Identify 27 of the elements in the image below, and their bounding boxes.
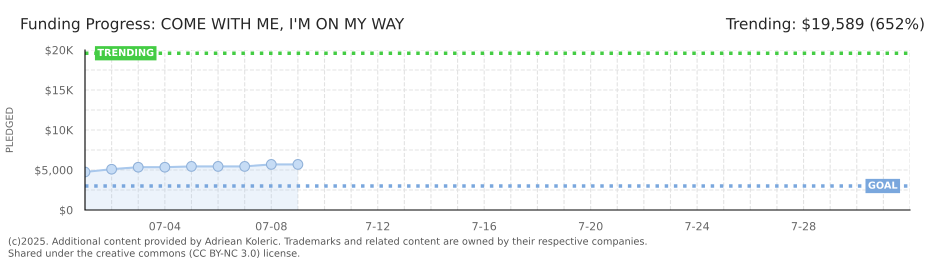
chart-subtitle: Trending: $19,589 (652%) — [726, 18, 924, 32]
ref-line-label: TRENDING — [97, 48, 154, 56]
point — [292, 159, 304, 170]
point — [212, 161, 224, 172]
x-tick-label: 7-12 — [366, 222, 390, 230]
x-tick-label: 07-08 — [256, 222, 287, 230]
y-tick-label: $0 — [60, 206, 72, 216]
y-tick-label: $20K — [46, 46, 74, 56]
point — [132, 162, 144, 173]
x-tick-label: 7-24 — [685, 222, 710, 230]
point — [106, 164, 117, 175]
point — [159, 162, 170, 173]
point — [186, 161, 197, 172]
x-tick-label: 07-04 — [149, 222, 180, 230]
point — [266, 159, 277, 170]
chart-title: Funding Progress: COME WITH ME, I'M ON MY WAY — [22, 18, 404, 32]
text: (c)2025. Additional content provided by Adriean Koleric. Trademarks and related content are owned by their respective companies. — [8, 237, 647, 247]
y-tick-label: $15K — [46, 86, 74, 96]
ref-line-label: GOAL — [868, 181, 898, 189]
text: Shared under the creative commons (CC BY-NC 3.0) license. — [8, 249, 300, 258]
x-tick-label: 7-28 — [792, 222, 816, 230]
y-axis-title: PLEDGED — [6, 108, 13, 152]
x-tick-label: 7-16 — [472, 222, 496, 230]
y-tick-label: $10K — [46, 126, 74, 136]
y-tick-label: $5,000 — [35, 166, 72, 176]
point — [239, 161, 250, 172]
x-tick-label: 7-20 — [578, 222, 603, 230]
